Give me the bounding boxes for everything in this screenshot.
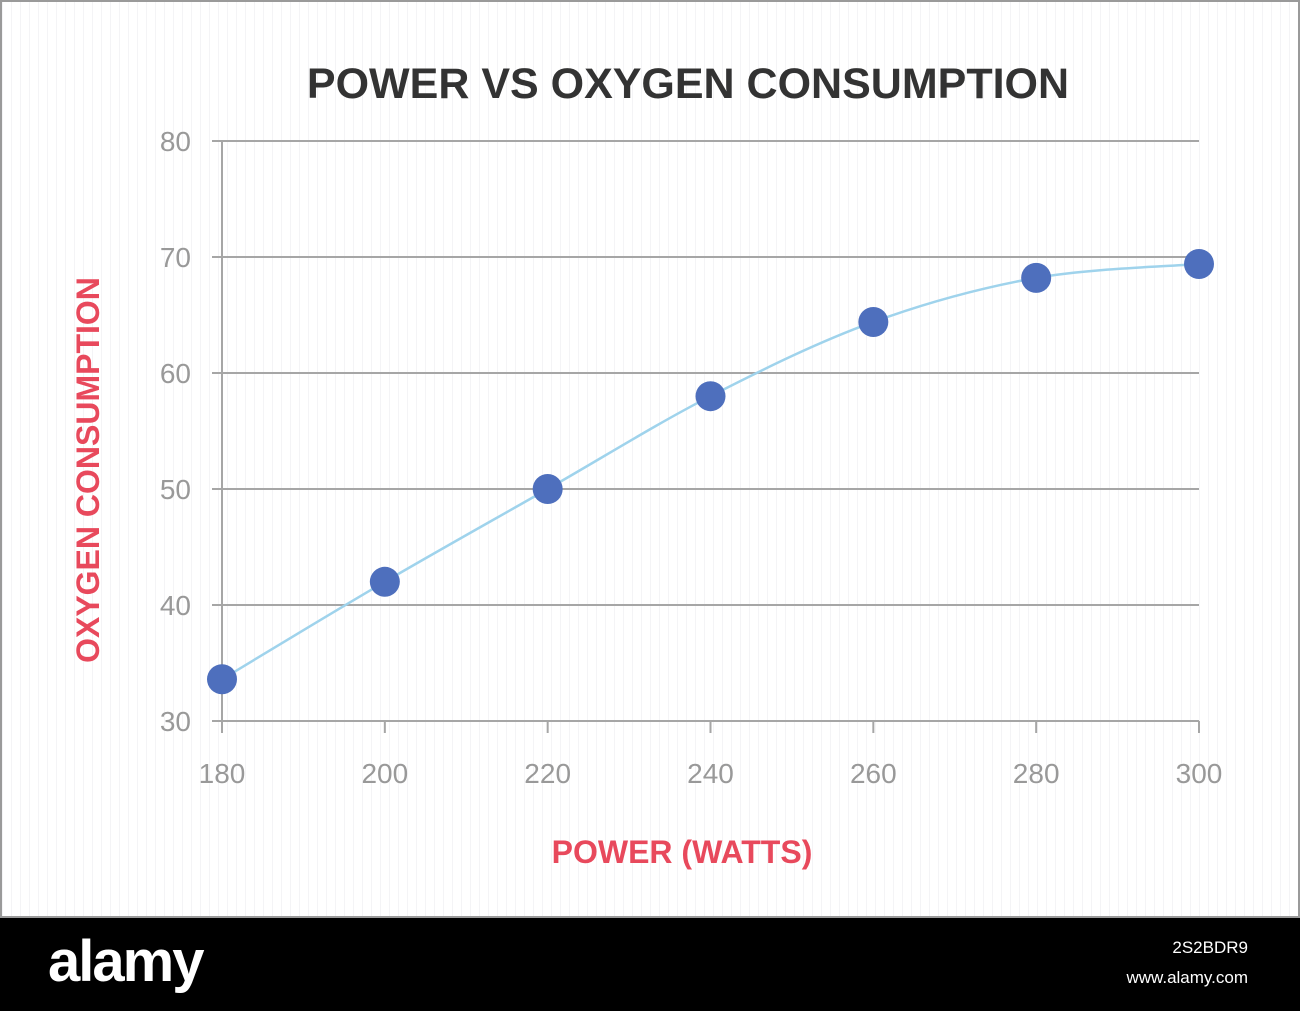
chart-panel: POWER VS OXYGEN CONSUMPTION 30 40 50 60 70 80…: [0, 0, 1300, 918]
x-tick-label: 280: [1013, 758, 1060, 789]
data-point: [695, 381, 726, 412]
data-point: [1021, 262, 1052, 293]
x-axis-label: POWER (WATTS): [552, 834, 813, 870]
data-point: [858, 306, 889, 337]
y-tick-labels: 30 40 50 60 70 80: [160, 126, 191, 737]
data-point: [207, 664, 237, 695]
y-tick-label: 80: [160, 126, 191, 157]
line-chart: POWER VS OXYGEN CONSUMPTION 30 40 50 60 70 80…: [70, 60, 1223, 870]
data-point: [532, 474, 563, 504]
y-tick-label: 30: [160, 706, 191, 737]
x-tick-label: 300: [1176, 758, 1223, 789]
x-tick-label: 180: [199, 758, 246, 789]
y-axis-label: OXYGEN CONSUMPTION: [70, 277, 106, 663]
data-point: [369, 566, 400, 597]
grid-lines: [212, 140, 1199, 722]
y-tick-label: 70: [160, 242, 191, 273]
x-tick-label: 260: [850, 758, 897, 789]
series-line: [221, 262, 1200, 681]
watermark-footer: alamy 2S2BDR9 www.alamy.com: [0, 918, 1300, 1011]
x-tick-label: 200: [361, 758, 408, 789]
x-tick-labels: 180 200 220 240 260 280 300: [199, 758, 1223, 789]
y-tick-label: 60: [160, 358, 191, 389]
x-tick-label: 240: [687, 758, 734, 789]
watermark-logo: alamy: [48, 929, 204, 994]
axes: [221, 141, 1200, 733]
x-tick-label: 220: [524, 758, 571, 789]
series-layer: [207, 248, 1214, 695]
data-point: [1184, 248, 1214, 279]
chart-title: POWER VS OXYGEN CONSUMPTION: [307, 60, 1069, 108]
image-id: 2S2BDR9: [1172, 938, 1248, 957]
y-tick-label: 50: [160, 474, 191, 505]
source-url: www.alamy.com: [1126, 968, 1248, 987]
y-tick-label: 40: [160, 590, 191, 621]
